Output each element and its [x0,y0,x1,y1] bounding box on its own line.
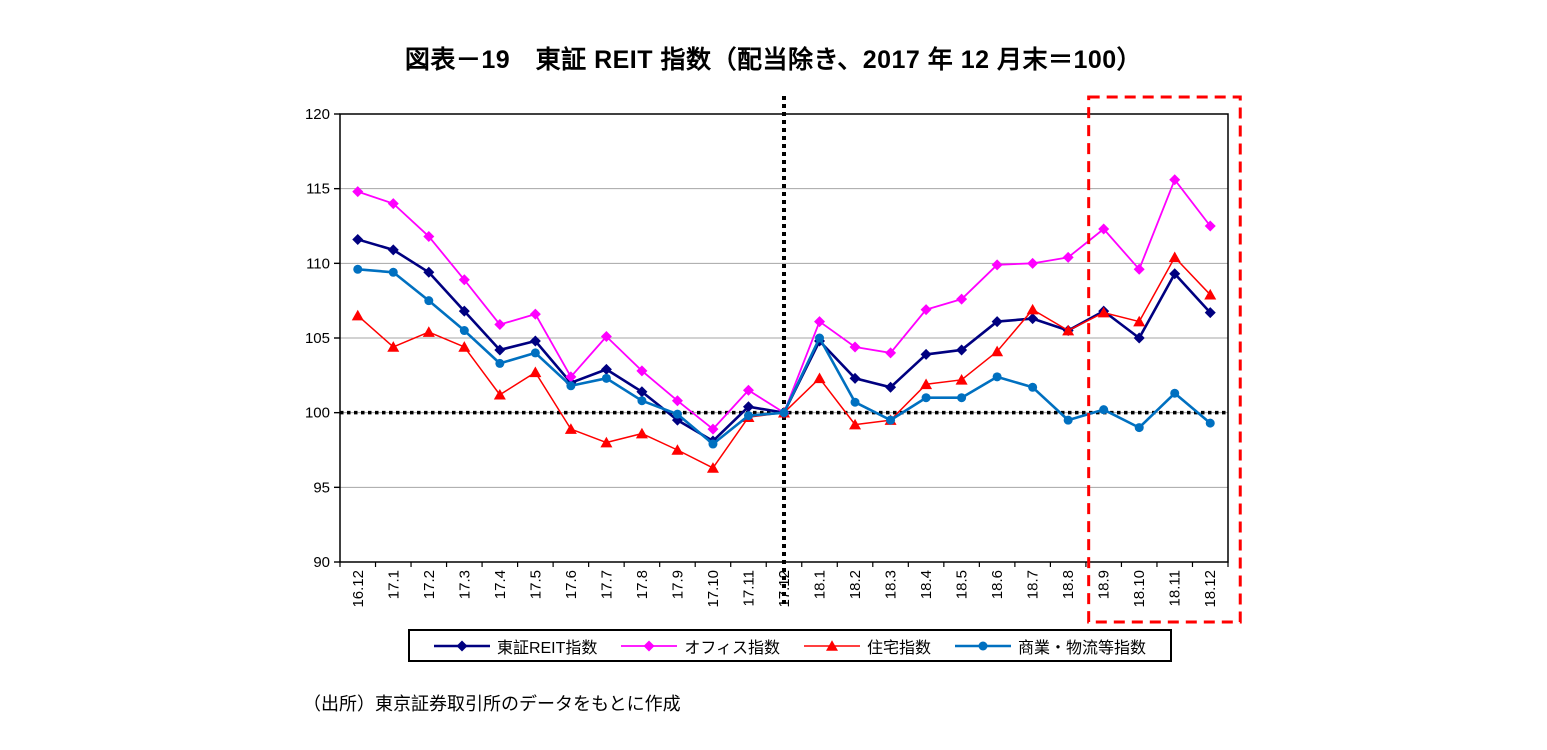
legend-marker-circle [954,641,1011,650]
x-tick-label: 17.12 [776,570,793,608]
chart-legend: 東証REIT指数 オフィス指数 住宅指数 商業・物流等指数 [408,629,1172,662]
x-tick-label: 16.12 [350,570,367,608]
legend-marker-diamond [621,640,678,651]
legend-item: 商業・物流等指数 [954,634,1146,658]
x-tick-label: 18.8 [1060,570,1077,599]
x-tick-label: 18.1 [812,570,829,599]
x-tick-label: 17.8 [634,570,651,599]
legend-marker-triangle [804,639,860,651]
x-tick-label: 18.5 [954,570,971,599]
y-tick-label: 110 [306,255,330,272]
y-tick-label: 100 [305,405,330,422]
x-tick-label: 17.1 [385,570,402,599]
x-tick-label: 18.7 [1025,570,1042,599]
x-tick-label: 18.4 [918,570,935,599]
highlight-box [1087,95,1242,624]
y-tick-label: 105 [305,330,330,347]
legend-marker-diamond [433,640,490,651]
x-tick-label: 18.12 [1202,570,1219,608]
source-note: （出所）東京証券取引所のデータをもとに作成 [303,694,681,714]
legend-item: 東証REIT指数 [433,634,598,658]
y-tick-label: 95 [313,479,330,496]
x-tick-label: 18.3 [883,570,900,599]
x-tick-label: 17.9 [669,570,686,599]
y-tick-label: 90 [313,554,330,571]
x-tick-label: 17.7 [598,570,615,599]
x-tick-label: 17.4 [492,570,509,599]
x-tick-label: 18.6 [989,570,1006,599]
x-tick-label: 17.5 [527,570,544,599]
y-axis: 90 95 100 105 110 115 120 [305,106,340,571]
x-axis: 16.12 17.1 17.2 17.3 17.4 17.5 17.6 17.7 17.8 17.… [339,562,1229,608]
x-tick-label: 18.9 [1096,570,1113,599]
x-tick-label: 17.6 [563,570,580,599]
legend-item: オフィス指数 [621,634,780,658]
series-商業・物流等指数 [353,264,1215,449]
legend-label: オフィス指数 [684,639,781,657]
x-tick-label: 18.10 [1131,570,1148,608]
x-tick-label: 17.2 [421,570,438,599]
x-tick-label: 17.3 [456,570,473,599]
legend-label: 東証REIT指数 [496,639,598,657]
x-tick-label: 17.10 [705,570,722,608]
y-tick-label: 120 [305,106,330,123]
x-tick-label: 17.11 [740,570,757,606]
legend-label: 商業・物流等指数 [1017,639,1146,657]
chart-title: 図表－19 東証 REIT 指数（配当除き、2017 年 12 月末＝100） [404,46,1143,74]
y-tick-label: 115 [306,181,330,198]
x-tick-label: 18.11 [1167,570,1184,606]
legend-label: 住宅指数 [867,639,932,657]
legend-item: 住宅指数 [804,634,931,658]
x-tick-label: 18.2 [847,570,864,599]
